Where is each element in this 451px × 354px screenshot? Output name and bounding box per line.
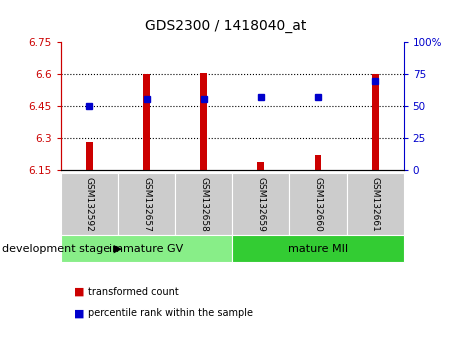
Bar (372, 74, 378, 170)
Text: GSM132592: GSM132592 (85, 177, 94, 232)
Bar (314, 155, 322, 170)
Text: immature GV: immature GV (110, 244, 184, 254)
Bar (258, 162, 264, 170)
Text: GSM132657: GSM132657 (142, 177, 151, 232)
Text: percentile rank within the sample: percentile rank within the sample (88, 308, 253, 318)
Text: GSM132661: GSM132661 (371, 177, 380, 232)
Text: transformed count: transformed count (88, 287, 179, 297)
Text: GDS2300 / 1418040_at: GDS2300 / 1418040_at (145, 19, 306, 34)
Bar (143, 74, 150, 170)
Bar (86, 142, 93, 170)
Text: GSM132660: GSM132660 (313, 177, 322, 232)
Text: mature MII: mature MII (288, 244, 348, 254)
Text: development stage ▶: development stage ▶ (2, 244, 122, 254)
Text: GSM132658: GSM132658 (199, 177, 208, 232)
Bar (200, 73, 207, 170)
Text: ■: ■ (74, 308, 84, 318)
Text: ■: ■ (74, 287, 84, 297)
Text: GSM132659: GSM132659 (256, 177, 265, 232)
